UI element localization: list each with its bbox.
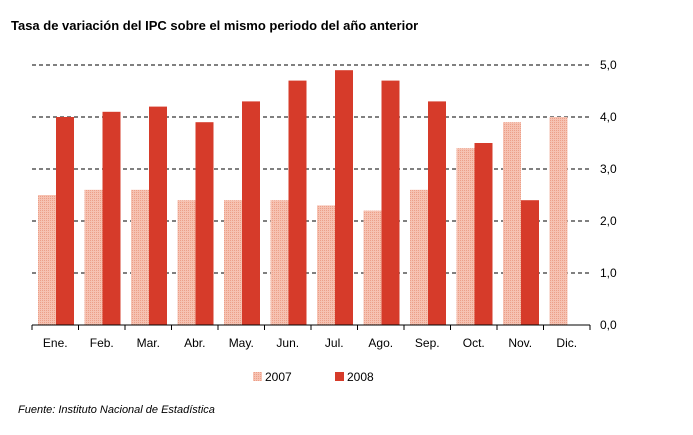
bar-2007-abr <box>177 200 196 325</box>
x-tick-label: Oct. <box>463 336 485 350</box>
bar-2007-jun <box>270 200 289 325</box>
bar-2008-nov <box>521 200 539 325</box>
legend-swatch-2007 <box>253 372 262 381</box>
bar-2008-ene <box>56 117 74 325</box>
x-tick-label: May. <box>229 336 254 350</box>
bar-2007-oct <box>456 148 475 325</box>
bar-2008-oct <box>474 143 493 325</box>
x-tick-label: Ene. <box>43 336 68 350</box>
y-tick-label: 4,0 <box>600 110 617 124</box>
bar-2008-mar <box>149 106 167 325</box>
bar-2007-mar <box>131 189 149 325</box>
y-tick-label: 3,0 <box>600 162 617 176</box>
x-tick-label: Mar. <box>137 336 160 350</box>
legend-label-2007: 2007 <box>265 370 292 384</box>
bar-2007-ago <box>363 210 382 325</box>
source-note: Fuente: Instituto Nacional de Estadístic… <box>18 404 215 416</box>
bar-2008-ago <box>381 80 400 325</box>
y-tick-label: 2,0 <box>600 214 617 228</box>
bar-2008-sep <box>428 101 446 326</box>
x-tick-label: Feb. <box>90 336 114 350</box>
x-tick-label: Jul. <box>325 336 344 350</box>
bars <box>38 70 568 326</box>
y-tick-label: 5,0 <box>600 58 617 72</box>
x-tick-label: Abr. <box>184 336 205 350</box>
chart-title: Tasa de variación del IPC sobre el mismo… <box>11 18 419 33</box>
y-tick-label: 1,0 <box>600 266 617 280</box>
bar-2007-dic <box>549 117 568 325</box>
x-tick-label: Nov. <box>508 336 532 350</box>
bar-2007-may <box>224 200 242 325</box>
bar-2007-ene <box>38 195 56 325</box>
gridlines <box>32 64 590 274</box>
bar-2008-jun <box>288 80 307 325</box>
axes: 0,0 1,0 2,0 3,0 4,0 5,0 Ene. Feb. Mar. Abr. May. Ju… <box>31 58 617 350</box>
bar-2007-jul <box>317 205 335 325</box>
legend-label-2008: 2008 <box>347 370 374 384</box>
bar-2008-abr <box>195 122 214 325</box>
x-tick-label: Dic. <box>556 336 577 350</box>
bar-2008-feb <box>102 111 121 325</box>
bar-2008-may <box>242 101 260 326</box>
x-tick-label: Sep. <box>415 336 440 350</box>
x-tick-label: Ago. <box>368 336 393 350</box>
bar-2008-jul <box>335 70 353 325</box>
x-tick-label: Jun. <box>276 336 299 350</box>
legend-swatch-2008 <box>335 372 344 381</box>
bar-2007-feb <box>84 189 103 325</box>
bar-2007-nov <box>503 122 521 325</box>
y-tick-label: 0,0 <box>600 318 617 332</box>
bar-2007-sep <box>410 189 428 325</box>
legend: 2007 2008 <box>253 370 374 384</box>
